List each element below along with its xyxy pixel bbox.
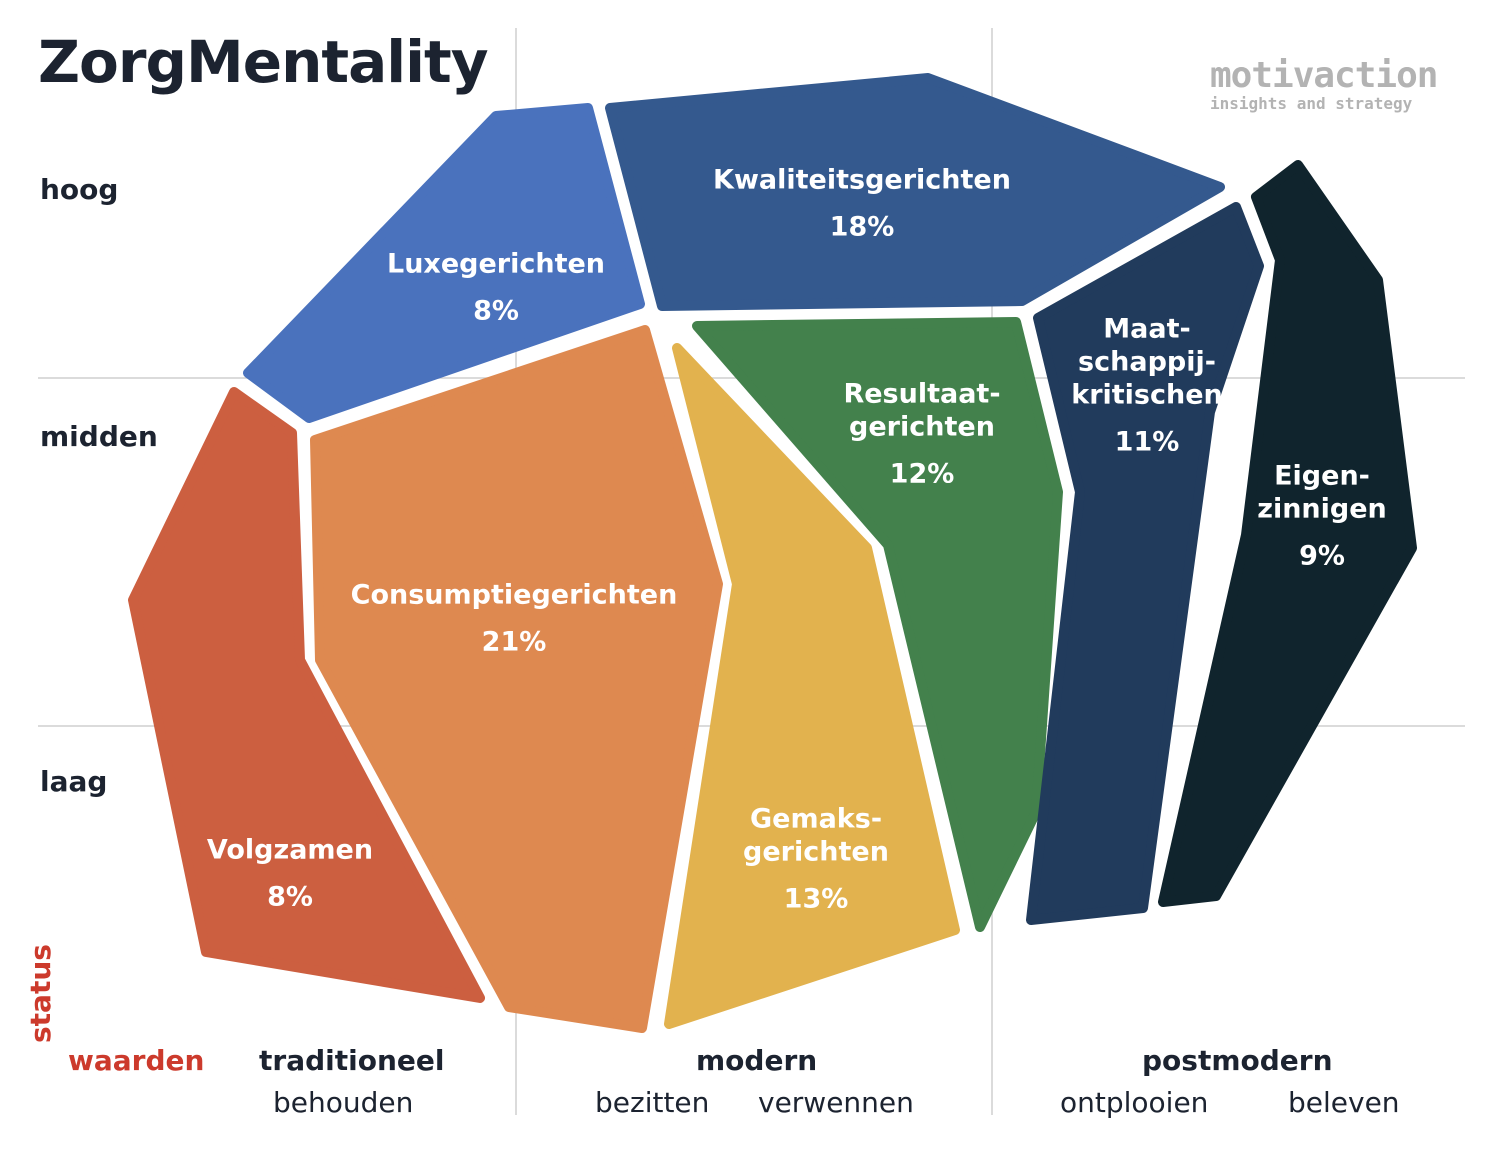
segment-label-eigenzinnigen: Eigen- (1274, 461, 1370, 492)
segment-share-gemaksgerichten: 13% (784, 884, 849, 915)
x-group-modern: modern (696, 1044, 818, 1077)
segment-eigenzinnigen (1158, 160, 1417, 907)
segment-label-kwaliteitsgerichten: Kwaliteitsgerichten (713, 165, 1011, 196)
segment-label-maatschappijkritischen: schappij- (1078, 347, 1216, 378)
brand-logo: motivaction insights and strategy (1210, 55, 1438, 114)
segment-share-kwaliteitsgerichten: 18% (830, 212, 895, 243)
x-sub-behouden: behouden (273, 1086, 414, 1119)
segment-label-resultaatgerichten: Resultaat- (843, 379, 1000, 410)
segment-label-eigenzinnigen: zinnigen (1257, 494, 1387, 525)
y-level-hoog: hoog (40, 173, 119, 206)
logo-tagline: insights and strategy (1210, 94, 1413, 113)
x-sub-bezitten: bezitten (595, 1086, 710, 1119)
segment-gemaksgerichten (664, 343, 960, 1029)
y-level-laag: laag (40, 765, 108, 798)
segment-share-luxegerichten: 8% (473, 296, 519, 327)
segment-kwaliteitsgerichten (605, 73, 1225, 311)
page-title: ZorgMentality (38, 28, 489, 96)
segment-share-resultaatgerichten: 12% (890, 459, 955, 490)
segment-luxegerichten (243, 103, 645, 423)
logo-name: motivaction (1210, 55, 1438, 96)
x-group-postmodern: postmodern (1142, 1044, 1333, 1077)
y-axis-title: status (24, 944, 57, 1043)
x-sub-verwennen: verwennen (758, 1086, 914, 1119)
segment-share-consumptiegerichten: 21% (482, 627, 547, 658)
segment-share-eigenzinnigen: 9% (1299, 541, 1345, 572)
segment-label-gemaksgerichten: Gemaks- (750, 804, 882, 835)
segment-maatschappijkritischen (1026, 202, 1264, 925)
y-level-midden: midden (40, 420, 158, 453)
segment-label-resultaatgerichten: gerichten (849, 412, 995, 443)
segment-share-maatschappijkritischen: 11% (1115, 427, 1180, 458)
x-group-traditioneel: traditioneel (259, 1044, 445, 1077)
segment-resultaatgerichten (692, 317, 1063, 932)
x-sub-beleven: beleven (1288, 1086, 1400, 1119)
x-sub-ontplooien: ontplooien (1060, 1086, 1209, 1119)
segment-share-volgzamen: 8% (267, 882, 313, 913)
segment-consumptiegerichten (310, 325, 723, 1033)
segment-label-gemaksgerichten: gerichten (743, 837, 889, 868)
segment-volgzamen (128, 387, 485, 1003)
segment-label-volgzamen: Volgzamen (207, 835, 373, 866)
segment-label-maatschappijkritischen: kritischen (1071, 380, 1223, 411)
segment-label-maatschappijkritischen: Maat- (1103, 314, 1190, 345)
segment-label-consumptiegerichten: Consumptiegerichten (351, 580, 678, 611)
segment-label-luxegerichten: Luxegerichten (387, 249, 605, 280)
x-axis-title: waarden (68, 1044, 205, 1077)
